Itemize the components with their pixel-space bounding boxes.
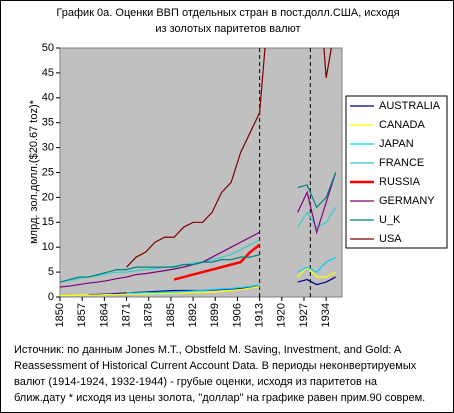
note: Reassessment of Historical Current Accou… <box>14 360 417 372</box>
x-tick-label: 1885 <box>165 303 177 327</box>
legend-label: CANADA <box>379 119 426 131</box>
note: Источник: по данным Jones M.T., Obstfeld… <box>14 344 402 356</box>
legend-label: AUSTRALIA <box>379 100 441 112</box>
x-tick-label: 1878 <box>143 303 155 327</box>
series-line <box>60 172 337 288</box>
x-tick-label: 1857 <box>76 303 88 327</box>
y-tick-label: 25 <box>42 166 54 178</box>
series-line <box>126 256 336 294</box>
legend-label: U_K <box>379 214 401 226</box>
x-tick-label: 1920 <box>276 303 288 327</box>
y-tick-label: 15 <box>42 216 54 228</box>
y-tick-label: 50 <box>42 42 54 54</box>
y-tick-label: 10 <box>42 241 54 253</box>
plot-area <box>59 47 343 298</box>
x-tick-label: 1906 <box>231 303 243 327</box>
x-tick-label: 1871 <box>120 303 132 327</box>
x-tick-label: 1899 <box>209 303 221 327</box>
x-tick-label: 1850 <box>54 303 66 327</box>
legend-label: USA <box>379 233 402 245</box>
series-line <box>126 48 332 268</box>
x-tick-label: 1913 <box>254 303 266 327</box>
chart-title: из золотых паритетов валют <box>155 23 300 35</box>
series-line <box>60 266 336 297</box>
legend-label: FRANCE <box>379 157 424 169</box>
y-tick-label: 20 <box>42 191 54 203</box>
y-tick-label: 45 <box>42 67 54 79</box>
x-tick-label: 1892 <box>187 303 199 327</box>
note: валют (1914-1924, 1932-1944) - грубые оц… <box>14 376 378 388</box>
x-tick-label: 1934 <box>320 303 332 327</box>
chart-title: График 0а. Оценки ВВП отдельных стран в … <box>56 7 399 19</box>
y-axis-label: млрд. зол.долл.($20.67 toz)* <box>28 99 40 244</box>
y-tick-label: 0 <box>48 291 54 303</box>
legend <box>345 95 448 249</box>
legend-label: JAPAN <box>379 138 414 150</box>
y-tick-label: 40 <box>42 92 54 104</box>
y-tick-label: 35 <box>42 117 54 129</box>
x-tick-label: 1864 <box>98 303 110 327</box>
note: ближ.дату * исходя из цены золота, "долл… <box>14 392 425 404</box>
y-tick-label: 30 <box>42 142 54 154</box>
x-tick-label: 1927 <box>298 303 310 327</box>
y-tick-label: 5 <box>48 266 54 278</box>
series-line <box>60 172 337 283</box>
legend-label: GERMANY <box>379 195 435 207</box>
legend-label: RUSSIA <box>379 176 421 188</box>
